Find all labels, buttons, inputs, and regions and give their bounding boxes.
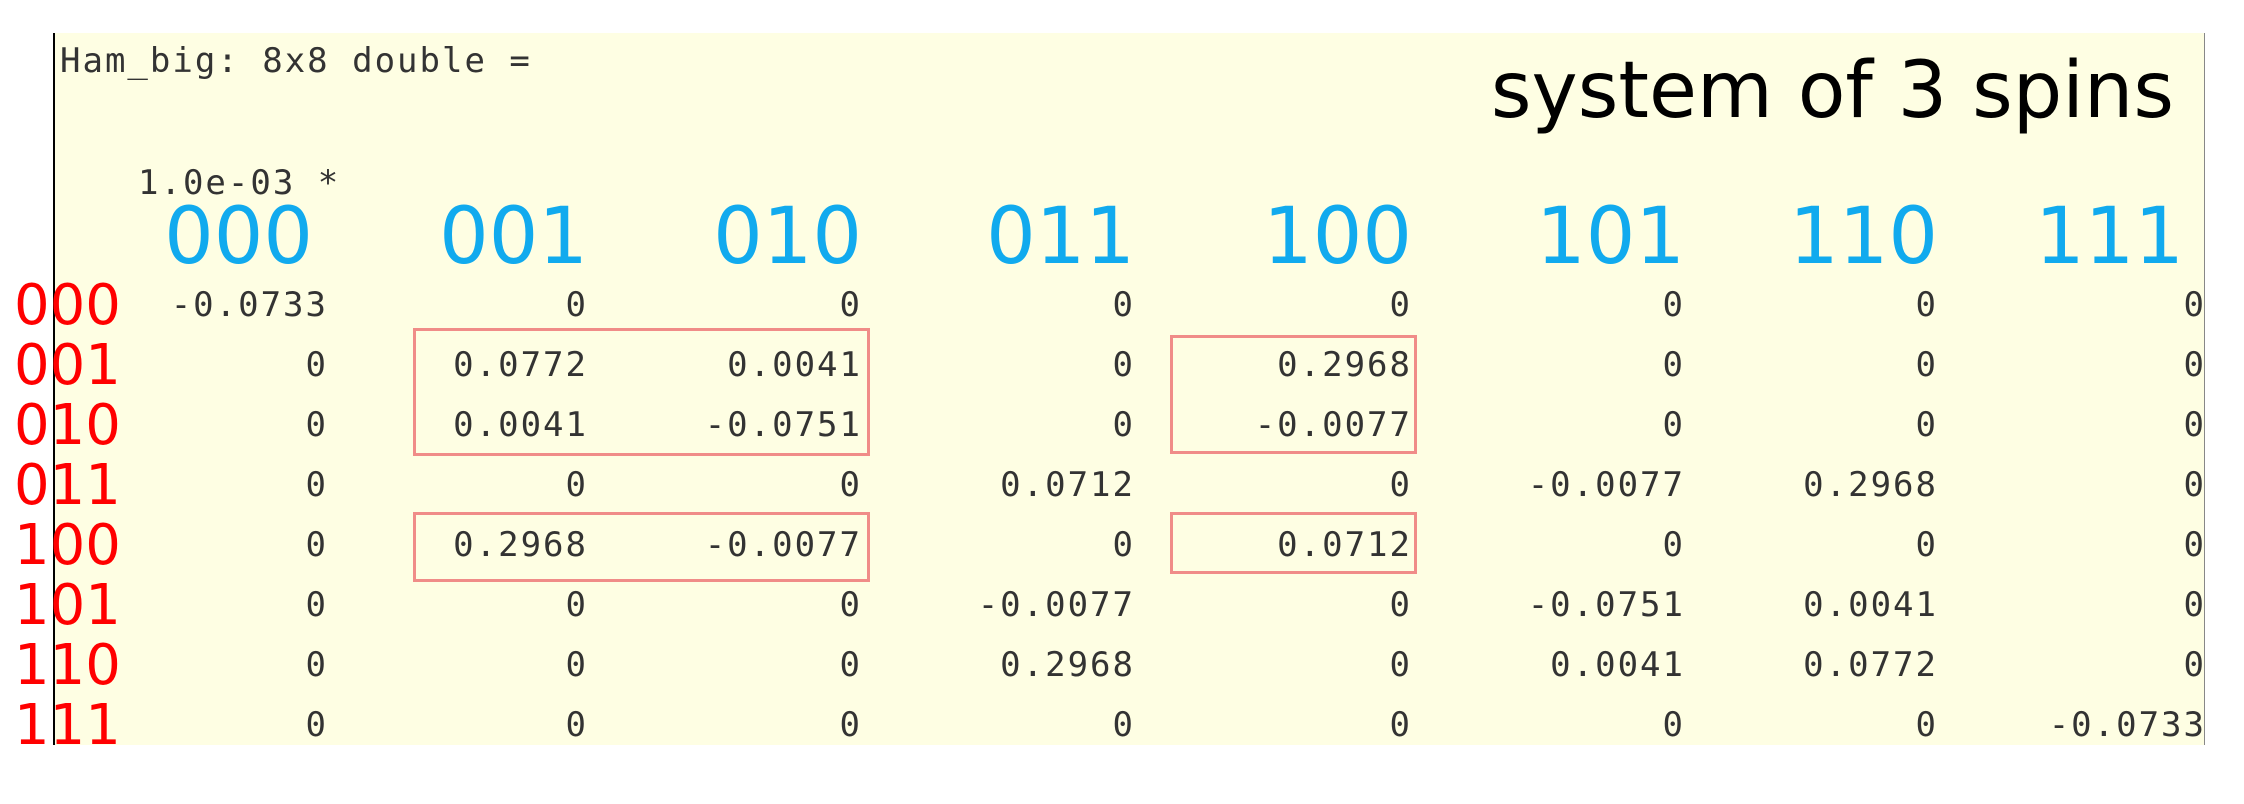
- matrix-cell: -0.0077: [1254, 405, 1412, 445]
- matrix-cell: 0: [839, 585, 862, 625]
- row-label: 011: [14, 453, 121, 518]
- matrix-cell: 0: [1112, 405, 1135, 445]
- column-label: 010: [713, 192, 862, 282]
- matrix-cell: 0: [565, 645, 588, 685]
- matrix-cell: 0.0041: [727, 345, 862, 385]
- matrix-cell: 0: [1389, 705, 1412, 745]
- matrix-cell: 0: [1662, 525, 1685, 565]
- matrix-cell: -0.0077: [977, 585, 1135, 625]
- matrix-cell: 0: [305, 525, 328, 565]
- matrix-cell: 0.0772: [1803, 645, 1938, 685]
- matrix-cell: 0: [1112, 525, 1135, 565]
- row-label: 110: [14, 633, 121, 698]
- matrix-cell: 0: [839, 285, 862, 325]
- matrix-cell: 0: [1112, 285, 1135, 325]
- matrix-cell: 0.2968: [1000, 645, 1135, 685]
- matrix-cell: 0.0772: [453, 345, 588, 385]
- matrix-cell: 0: [2183, 645, 2206, 685]
- row-label: 101: [14, 573, 121, 638]
- matrix-cell: 0: [305, 585, 328, 625]
- matrix-cell: 0: [1662, 705, 1685, 745]
- row-label: 001: [14, 333, 121, 398]
- row-label: 010: [14, 393, 121, 458]
- row-label: 000: [14, 273, 121, 338]
- matrix-cell: 0: [1389, 585, 1412, 625]
- matrix-cell: 0: [305, 645, 328, 685]
- matrix-cell: 0: [1662, 405, 1685, 445]
- matrix-cell: 0: [565, 585, 588, 625]
- variable-header: Ham_big: 8x8 double =: [60, 41, 532, 81]
- matrix-cell: 0.0712: [1277, 525, 1412, 565]
- matrix-cell: 0: [1389, 285, 1412, 325]
- matrix-cell: 0: [2183, 345, 2206, 385]
- column-label: 000: [164, 192, 313, 282]
- right-border: [2204, 33, 2205, 745]
- matrix-cell: 0: [565, 465, 588, 505]
- column-label: 011: [986, 192, 1135, 282]
- matrix-cell: 0: [305, 345, 328, 385]
- matrix-cell: 0: [2183, 285, 2206, 325]
- matrix-cell: 0: [1112, 705, 1135, 745]
- matrix-cell: 0: [1112, 345, 1135, 385]
- matrix-cell: 0: [305, 465, 328, 505]
- matrix-output-panel: [55, 33, 2204, 745]
- matrix-cell: -0.0077: [704, 525, 862, 565]
- highlight-box: [1170, 335, 1417, 454]
- matrix-cell: 0: [2183, 585, 2206, 625]
- matrix-cell: -0.0077: [1527, 465, 1685, 505]
- matrix-cell: 0.2968: [1803, 465, 1938, 505]
- column-label: 100: [1263, 192, 1412, 282]
- matrix-cell: 0: [565, 705, 588, 745]
- matrix-cell: -0.0751: [704, 405, 862, 445]
- column-label: 101: [1536, 192, 1685, 282]
- matrix-cell: 0: [1915, 405, 1938, 445]
- page-title: system of 3 spins: [1490, 46, 2174, 136]
- matrix-cell: 0: [839, 645, 862, 685]
- row-label: 111: [14, 693, 121, 758]
- matrix-cell: 0: [1389, 465, 1412, 505]
- matrix-cell: 0: [1915, 285, 1938, 325]
- matrix-cell: 0: [1662, 285, 1685, 325]
- matrix-cell: 0: [2183, 525, 2206, 565]
- matrix-cell: 0: [1389, 645, 1412, 685]
- scale-factor: 1.0e-03 *: [138, 163, 341, 203]
- matrix-cell: 0: [2183, 405, 2206, 445]
- column-label: 110: [1789, 192, 1938, 282]
- highlight-box: [413, 512, 870, 582]
- matrix-cell: 0.2968: [453, 525, 588, 565]
- matrix-cell: 0.0041: [1803, 585, 1938, 625]
- matrix-cell: -0.0733: [170, 285, 328, 325]
- matrix-cell: 0: [1915, 705, 1938, 745]
- left-border: [53, 33, 55, 745]
- matrix-cell: 0: [305, 705, 328, 745]
- matrix-cell: 0: [2183, 465, 2206, 505]
- matrix-cell: 0: [839, 465, 862, 505]
- matrix-cell: 0.0041: [453, 405, 588, 445]
- column-label: 001: [439, 192, 588, 282]
- column-label: 111: [2035, 192, 2184, 282]
- matrix-cell: 0: [565, 285, 588, 325]
- matrix-cell: 0: [305, 405, 328, 445]
- matrix-cell: -0.0733: [2048, 705, 2206, 745]
- matrix-cell: 0: [1662, 345, 1685, 385]
- matrix-cell: 0.0712: [1000, 465, 1135, 505]
- matrix-cell: 0.0041: [1550, 645, 1685, 685]
- matrix-cell: 0: [839, 705, 862, 745]
- matrix-cell: 0.2968: [1277, 345, 1412, 385]
- highlight-box: [1170, 512, 1417, 574]
- matrix-cell: -0.0751: [1527, 585, 1685, 625]
- matrix-cell: 0: [1915, 525, 1938, 565]
- row-label: 100: [14, 513, 121, 578]
- highlight-box: [413, 328, 870, 456]
- matrix-cell: 0: [1915, 345, 1938, 385]
